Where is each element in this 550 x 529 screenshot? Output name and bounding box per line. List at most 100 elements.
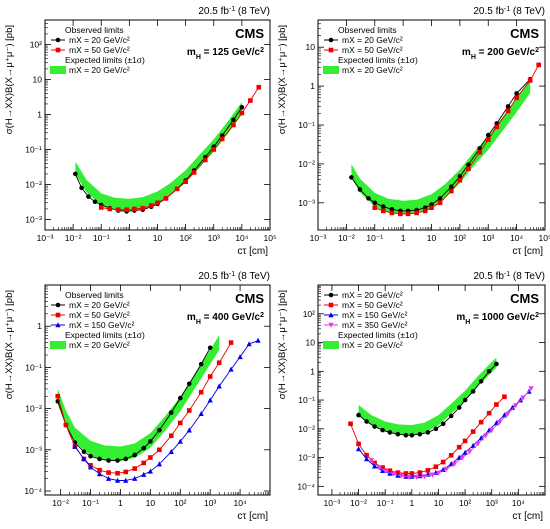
data-point <box>349 175 354 180</box>
y-tick-label: 10⁻³ <box>298 453 315 463</box>
data-point <box>207 374 213 379</box>
data-point <box>380 208 386 214</box>
x-tick-label: 10⁻² <box>52 498 69 508</box>
data-point <box>443 466 450 472</box>
data-point <box>494 124 500 130</box>
data-point <box>148 439 153 444</box>
x-tick-label: 10⁻¹ <box>377 498 394 508</box>
data-point <box>72 443 78 449</box>
data-point <box>462 438 468 444</box>
x-tick-label: 10 <box>153 233 163 243</box>
data-point <box>55 37 61 43</box>
data-point <box>462 397 468 403</box>
data-point <box>466 166 471 172</box>
x-tick-label: 1 <box>118 498 123 508</box>
data-point <box>478 378 484 384</box>
data-point <box>387 470 393 476</box>
data-point <box>489 427 495 433</box>
data-point <box>198 389 204 395</box>
data-point <box>425 430 431 435</box>
y-tick-label: 10⁻³ <box>298 198 315 208</box>
data-point <box>55 393 61 399</box>
x-tick-label: 10⁻² <box>65 233 82 243</box>
data-point <box>228 340 234 345</box>
y-tick-label: 10⁻³ <box>25 214 42 224</box>
x-tick-label: 10⁻¹ <box>93 233 110 243</box>
chart-content: 10⁻³ 10⁻² 10⁻¹ 1 10 10² 10³ 10⁴ 10⁵10⁻³10⁻²10⁻¹1… <box>277 19 550 257</box>
x-tick-label: 10³ <box>486 498 498 508</box>
y-tick-label: 10⁻⁴ <box>297 481 315 491</box>
data-point <box>372 205 378 210</box>
data-point <box>448 413 454 419</box>
series-line <box>370 388 532 478</box>
legend-entry: mX = 150 GeV/c² <box>342 310 408 320</box>
x-tick-label: 10⁻¹ <box>366 233 383 243</box>
data-point <box>107 206 113 212</box>
data-point <box>414 210 419 216</box>
data-point <box>429 472 436 478</box>
data-point <box>456 405 462 410</box>
y-tick-label: 10 <box>306 338 316 348</box>
data-point <box>97 456 102 462</box>
data-point <box>106 470 111 475</box>
x-tick-label: 10 <box>427 233 437 243</box>
x-tick-label: 10⁻² <box>338 233 355 243</box>
data-point <box>168 448 174 454</box>
data-point <box>123 456 129 462</box>
data-point <box>168 433 174 438</box>
data-point <box>505 411 511 417</box>
data-point <box>514 91 519 96</box>
data-point <box>328 37 334 43</box>
data-point <box>398 211 403 217</box>
y-tick-label: 10⁻¹ <box>298 395 315 405</box>
x-tick-label: 10² <box>179 233 191 243</box>
y-tick-label: 10² <box>303 309 315 319</box>
plot-frame <box>44 284 271 496</box>
data-point <box>96 471 103 477</box>
legend-entry: mX = 50 GeV/c² <box>69 45 130 55</box>
chart-content: 10⁻² 10⁻¹ 1 10 10² 10³ 10⁴ 10⁻⁴ 10⁻³ 10⁻² 10⁻¹ 1 cτ … <box>4 285 270 522</box>
observed-series <box>98 84 262 213</box>
x-axis-ticks: 10⁻³ 10⁻² 10⁻¹ 1 10 10² 10³ 10⁴ <box>324 285 545 508</box>
data-point <box>148 455 153 460</box>
data-point <box>505 104 511 109</box>
data-point <box>256 84 262 90</box>
data-point <box>177 395 183 401</box>
data-point <box>437 196 443 201</box>
data-point <box>513 403 519 409</box>
legend-entry: mX = 20 GeV/c² <box>342 65 403 75</box>
data-point <box>364 419 369 424</box>
data-point <box>237 354 243 360</box>
data-point <box>132 475 138 481</box>
data-point <box>425 468 431 473</box>
data-point <box>211 147 217 152</box>
legend-band-swatch <box>50 341 66 349</box>
data-point <box>147 468 153 474</box>
data-point <box>477 149 483 155</box>
y-axis-ticks: 10⁻⁴ 10⁻³ 10⁻² 10⁻¹ 1 10 10² <box>297 286 545 491</box>
data-point <box>459 455 466 461</box>
data-point <box>55 302 61 308</box>
series-line <box>374 64 540 215</box>
x-axis-title: cτ [cm] <box>237 511 268 522</box>
data-point <box>395 431 401 437</box>
data-point <box>239 105 245 110</box>
panel-mh-400: 20.5 fb-1 (8 TeV) CMS mH = 400 GeV/c2 10… <box>4 271 271 522</box>
data-point <box>348 421 353 427</box>
legend-entry: mX = 50 GeV/c² <box>69 310 130 320</box>
data-point <box>380 467 386 473</box>
x-tick-label: 10² <box>454 233 466 243</box>
data-point <box>123 477 129 483</box>
y-tick-label: 10⁻² <box>25 404 42 414</box>
data-point <box>389 210 395 216</box>
data-point <box>157 427 162 433</box>
data-point <box>239 110 245 116</box>
data-point <box>191 170 197 175</box>
legend-entry: mX = 20 GeV/c² <box>342 340 403 350</box>
data-point <box>456 454 462 460</box>
y-axis-ticks: 10⁻³ 10⁻² 10⁻¹ 1 10 10² <box>25 19 270 224</box>
lumi-label: 20.5 fb-1 (8 TeV) <box>473 271 545 283</box>
